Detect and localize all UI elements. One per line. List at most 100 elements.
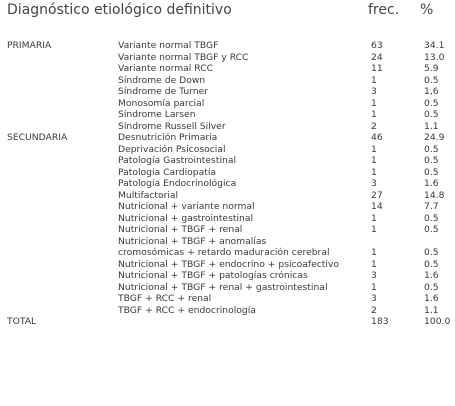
row-percent: 24.9 <box>424 132 445 143</box>
row-description: Síndrome de Down <box>118 74 206 86</box>
table-row: Síndrome de Down 1 0.5 <box>0 75 455 87</box>
row-description: Monosomía parcial <box>118 97 205 109</box>
row-description: cromosómicas + retardo maduración cerebr… <box>118 247 330 258</box>
table-row: TBGF + RCC + renal 3 1.6 <box>0 293 455 305</box>
row-frequency: 2 <box>371 304 377 316</box>
row-frequency: 3 <box>371 293 377 304</box>
table-row: SECUNDARIA Desnutrición Primaria 46 24.9 <box>0 132 455 144</box>
row-percent: 1.1 <box>424 304 439 316</box>
row-description: Variante normal TBGF <box>118 40 219 51</box>
row-frequency: 14 <box>371 201 383 212</box>
row-frequency: 1 <box>371 143 377 155</box>
row-frequency: 1 <box>371 109 377 120</box>
table-row: TOTAL 183 100.0 <box>0 316 455 328</box>
table-row: Patología Cardiopatía 1 0.5 <box>0 167 455 179</box>
row-percent: 0.5 <box>424 224 439 235</box>
row-frequency: 46 <box>371 132 383 143</box>
row-description: Deprivación Psicosocial <box>118 143 226 155</box>
percent-column-header: % <box>420 2 434 18</box>
row-percent: 1.1 <box>424 120 439 132</box>
table-row: Variante normal RCC 11 5.9 <box>0 63 455 75</box>
table-row: Nutricional + TBGF + renal 1 0.5 <box>0 224 455 236</box>
table-row: Nutricional + TBGF + patologías crónicas… <box>0 270 455 282</box>
table-body: PRIMARIA Variante normal TBGF 63 34.1 Varian… <box>0 40 455 328</box>
row-percent: 34.1 <box>424 40 445 51</box>
row-frequency: 1 <box>371 258 377 270</box>
row-description: Nutricional + variante normal <box>118 201 255 212</box>
row-frequency: 1 <box>371 281 377 293</box>
row-percent: 100.0 <box>424 316 451 327</box>
row-description: Variante normal RCC <box>118 63 214 74</box>
row-percent: 1.6 <box>424 293 439 304</box>
row-percent: 0.5 <box>424 212 439 224</box>
row-percent: 0.5 <box>424 281 439 293</box>
row-description: Multifactorial <box>118 189 179 201</box>
row-percent: 0.5 <box>424 143 439 155</box>
row-frequency: 3 <box>371 86 377 97</box>
row-percent: 0.5 <box>424 166 439 178</box>
row-category: SECUNDARIA <box>7 132 68 143</box>
row-frequency: 3 <box>371 178 377 189</box>
row-frequency: 3 <box>371 270 377 281</box>
row-description: Nutricional + TBGF + renal + gastrointes… <box>118 281 328 293</box>
table-row: Nutricional + variante normal 14 7.7 <box>0 201 455 213</box>
table-row: Monosomía parcial 1 0.5 <box>0 98 455 110</box>
row-description: Patología Endocrinológica <box>118 178 237 189</box>
row-frequency: 1 <box>371 224 377 235</box>
row-percent: 0.5 <box>424 74 439 86</box>
row-description: Patología Cardiopatía <box>118 166 217 178</box>
row-description: TBGF + RCC + renal <box>118 293 212 304</box>
table-row: Síndrome Larsen 1 0.5 <box>0 109 455 121</box>
row-description: Nutricional + gastrointestinal <box>118 212 254 224</box>
table-row: Deprivación Psicosocial 1 0.5 <box>0 144 455 156</box>
row-description: Desnutrición Primaria <box>118 132 218 143</box>
table-row: Nutricional + TBGF + endocrino + psicoaf… <box>0 259 455 271</box>
table-row: Variante normal TBGF y RCC 24 13.0 <box>0 52 455 64</box>
row-percent: 0.5 <box>424 97 439 109</box>
row-frequency: 183 <box>371 316 389 327</box>
row-frequency: 27 <box>371 189 383 201</box>
row-percent: 0.5 <box>424 109 439 120</box>
table-row: Patología Endocrinológica 3 1.6 <box>0 178 455 190</box>
table-row: Nutricional + TBGF + renal + gastrointes… <box>0 282 455 294</box>
table-row: Patología Gastrointestinal 1 0.5 <box>0 155 455 167</box>
row-percent: 14.8 <box>424 189 445 201</box>
table-row: Multifactorial 27 14.8 <box>0 190 455 202</box>
table-title: Diagnóstico etiológico definitivo <box>7 2 232 18</box>
row-category: PRIMARIA <box>7 40 52 51</box>
table-row: Síndrome Russell Silver 2 1.1 <box>0 121 455 133</box>
table-row: Nutricional + TBGF + anomalías <box>0 236 455 248</box>
row-description: Nutricional + TBGF + patologías crónicas <box>118 270 308 281</box>
row-percent: 7.7 <box>424 201 439 212</box>
row-frequency: 1 <box>371 166 377 178</box>
row-description: Nutricional + TBGF + anomalías <box>118 235 267 247</box>
row-description: TBGF + RCC + endocrinología <box>118 304 256 316</box>
row-percent: 0.5 <box>424 258 439 270</box>
freq-column-header: frec. <box>368 2 400 18</box>
row-frequency: 1 <box>371 212 377 224</box>
row-description: Síndrome de Turner <box>118 86 209 97</box>
table-row: TBGF + RCC + endocrinología 2 1.1 <box>0 305 455 317</box>
row-frequency: 63 <box>371 40 383 51</box>
row-frequency: 1 <box>371 74 377 86</box>
table-row: cromosómicas + retardo maduración cerebr… <box>0 247 455 259</box>
row-frequency: 2 <box>371 120 377 132</box>
row-percent: 0.5 <box>424 247 439 258</box>
row-percent: 13.0 <box>424 51 445 63</box>
row-description: Síndrome Russell Silver <box>118 120 226 132</box>
row-category: TOTAL <box>7 316 37 327</box>
row-percent: 0.5 <box>424 155 439 166</box>
table-row: Síndrome de Turner 3 1,6 <box>0 86 455 98</box>
row-description: Patología Gastrointestinal <box>118 155 237 166</box>
row-percent: 5.9 <box>424 63 439 74</box>
row-description: Variante normal TBGF y RCC <box>118 51 249 63</box>
row-percent: 1,6 <box>424 86 439 97</box>
row-frequency: 11 <box>371 63 383 74</box>
row-frequency: 24 <box>371 51 383 63</box>
row-frequency: 1 <box>371 97 377 109</box>
row-description: Síndrome Larsen <box>118 109 196 120</box>
row-description: Nutricional + TBGF + endocrino + psicoaf… <box>118 258 340 270</box>
table-row: Nutricional + gastrointestinal 1 0.5 <box>0 213 455 225</box>
row-frequency: 1 <box>371 155 377 166</box>
